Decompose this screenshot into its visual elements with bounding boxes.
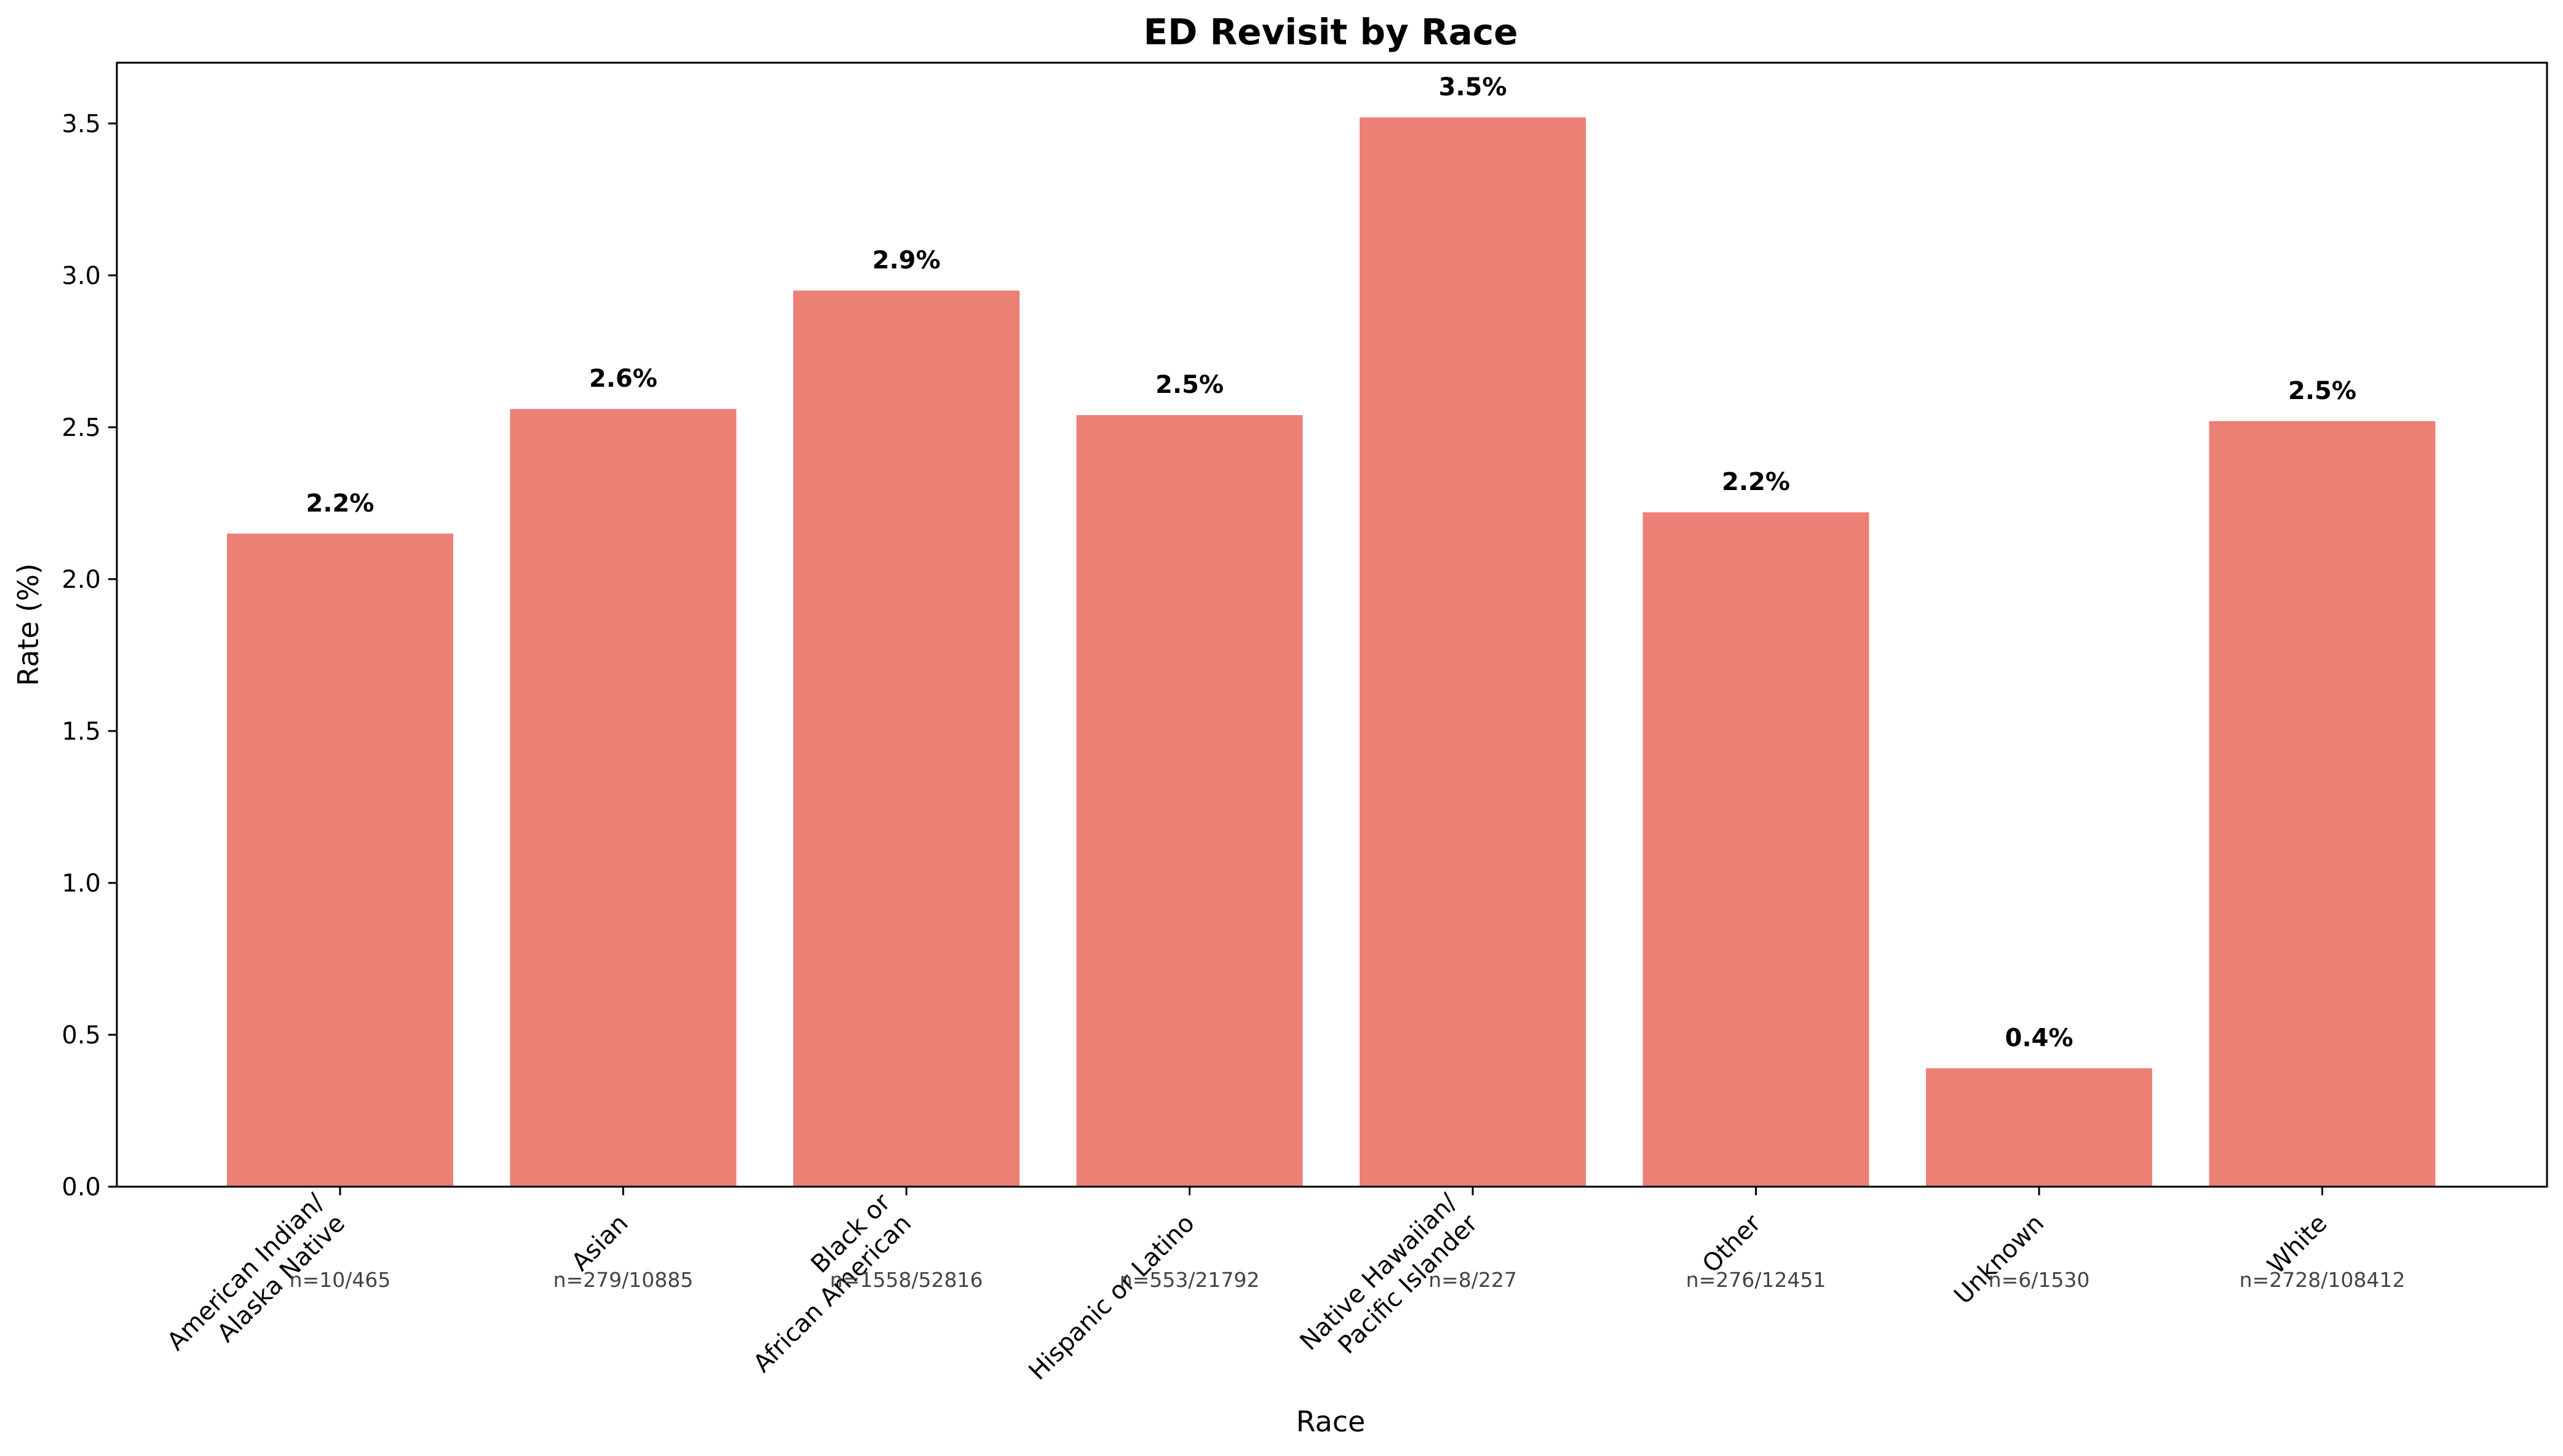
count-label: n=10/465	[290, 1268, 391, 1292]
value-label: 2.2%	[1722, 468, 1790, 496]
count-label: n=1558/52816	[830, 1268, 983, 1292]
x-tick-label: Unknown	[1949, 1209, 2050, 1310]
bar	[793, 290, 1020, 1187]
y-tick-label: 2.5	[61, 414, 101, 442]
x-axis-label: Race	[1296, 1405, 1366, 1438]
labels-group: 2.2%American Indian/Alaska Nativen=10/46…	[162, 73, 2405, 1386]
count-label: n=8/227	[1428, 1268, 1517, 1292]
y-tick-label: 0.0	[61, 1173, 101, 1201]
count-label: n=279/10885	[553, 1268, 694, 1292]
x-tick-label: Hispanic or Latino	[1023, 1209, 1200, 1386]
y-axis-label: Rate (%)	[12, 563, 45, 686]
y-tick-label: 1.0	[61, 869, 101, 898]
bars-group	[227, 117, 2436, 1187]
chart-title: ED Revisit by Race	[1144, 11, 1518, 53]
count-label: n=276/12451	[1686, 1268, 1826, 1292]
value-label: 2.6%	[589, 365, 657, 393]
value-label: 2.5%	[2288, 377, 2356, 405]
y-tick-label: 1.5	[61, 718, 101, 746]
bar	[1642, 512, 1869, 1187]
value-label: 0.4%	[2005, 1024, 2074, 1052]
y-tick-label: 0.5	[61, 1021, 101, 1050]
y-tick-label: 3.0	[61, 262, 101, 290]
ticks-group: 0.0 0.5 1.0 1.5 2.0 2.5 3.0 3.5	[61, 110, 2323, 1201]
value-label: 2.5%	[1155, 371, 1224, 399]
bar	[1360, 117, 1586, 1187]
count-label: n=553/21792	[1120, 1268, 1260, 1292]
value-label: 3.5%	[1439, 73, 1507, 101]
y-tick-label: 2.0	[61, 566, 101, 594]
bar	[227, 533, 453, 1187]
count-label: n=6/1530	[1989, 1268, 2090, 1292]
bar	[510, 409, 737, 1187]
bar	[1076, 415, 1303, 1187]
bar	[2209, 421, 2436, 1187]
count-label: n=2728/108412	[2240, 1268, 2406, 1292]
bar	[1926, 1068, 2152, 1187]
y-tick-label: 3.5	[61, 110, 101, 138]
plot-frame	[116, 61, 2548, 1188]
value-label: 2.9%	[873, 247, 941, 275]
x-tick-label: Asian	[566, 1209, 634, 1277]
value-label: 2.2%	[306, 489, 374, 518]
